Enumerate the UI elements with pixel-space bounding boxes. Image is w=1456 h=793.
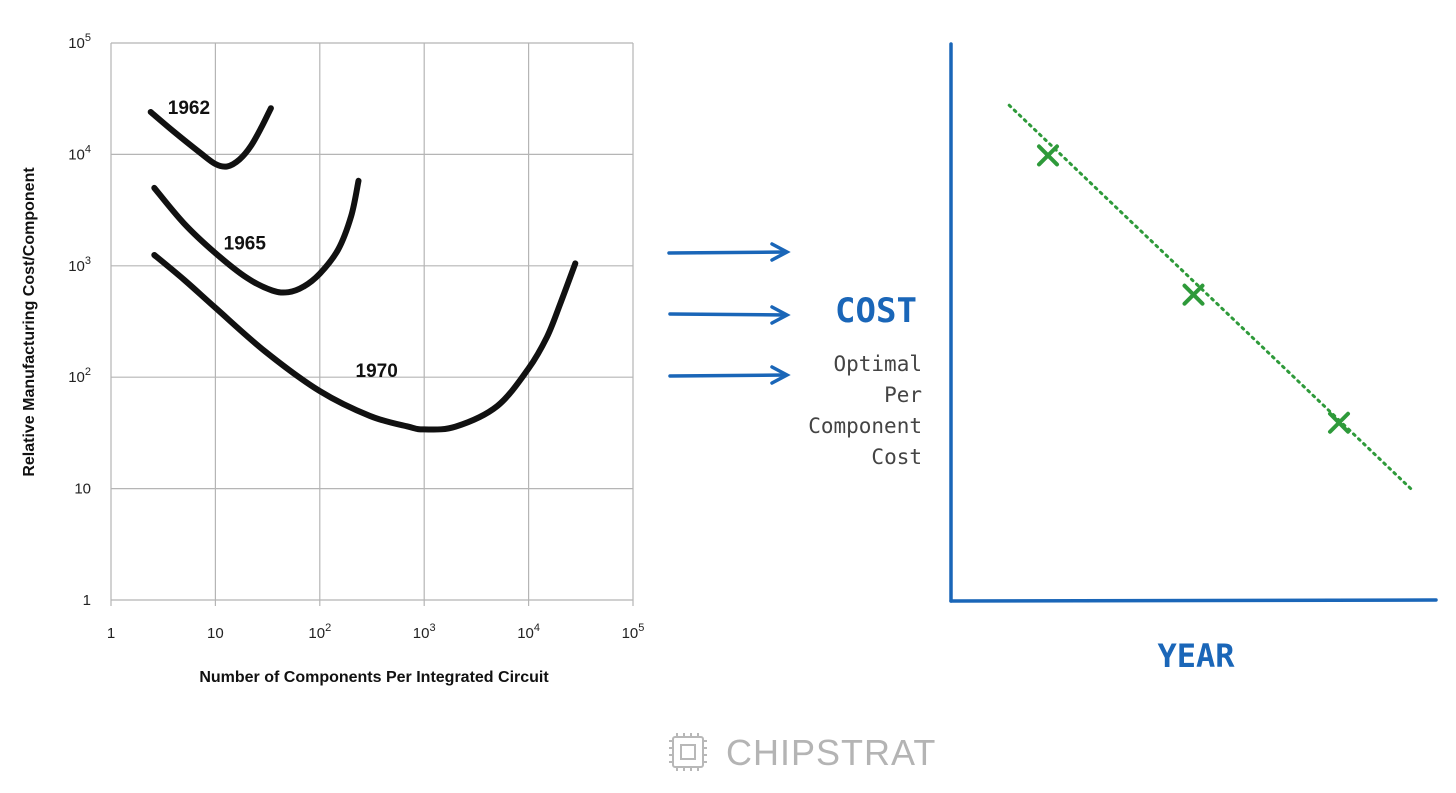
trend-dotted-line xyxy=(1007,103,1414,492)
brand-name: CHIPSTRAT xyxy=(726,732,936,773)
y-axis-title: Relative Manufacturing Cost/Component xyxy=(21,167,38,477)
curve-1970 xyxy=(151,252,579,433)
x-tick-label: 1 xyxy=(107,625,115,642)
x-tick-label: 105 xyxy=(622,622,645,642)
point-marker xyxy=(1328,411,1350,434)
y-tick-label: 105 xyxy=(68,32,91,52)
curve-label-1970: 1970 xyxy=(356,361,398,382)
y-tick-label: 103 xyxy=(68,255,91,275)
x-tick-label: 104 xyxy=(517,622,540,642)
x-tick-label: 103 xyxy=(413,622,436,642)
note-line: Per xyxy=(884,383,922,407)
x-tick-labels: 1 10 102 103 104 105 xyxy=(107,622,645,642)
point-marker xyxy=(1182,283,1205,306)
x-axis-title: Number of Components Per Integrated Circ… xyxy=(199,669,549,686)
y-tick-label: 102 xyxy=(68,366,91,386)
x-tick-label: 102 xyxy=(308,622,331,642)
cost-axis-label: COST xyxy=(835,291,917,331)
curve-1962 xyxy=(147,105,274,170)
point-marker xyxy=(1037,144,1059,167)
cost-curve-chart: 1 10 102 103 104 105 1 10 102 103 104 105 1962 1965… xyxy=(21,32,644,686)
y-tick-label: 1 xyxy=(83,592,91,609)
arrows-group xyxy=(667,242,791,385)
curve-label-1962: 1962 xyxy=(168,98,210,119)
arrow-top xyxy=(667,242,791,262)
chipstrat-logo: CHIPSTRAT xyxy=(669,732,936,773)
curve-label-1965: 1965 xyxy=(224,234,267,255)
note-line: Cost xyxy=(871,445,922,469)
arrow-middle xyxy=(668,305,791,325)
arrow-bottom xyxy=(668,365,791,385)
data-points xyxy=(1037,144,1350,434)
cost-curves: 1962 1965 1970 xyxy=(147,98,579,433)
y-tick-label: 104 xyxy=(68,143,91,163)
x-axis-line xyxy=(949,598,1438,603)
x-tick-label: 10 xyxy=(207,625,224,642)
year-axis-label: YEAR xyxy=(1157,637,1235,675)
curve-1965 xyxy=(151,177,362,296)
cost-vs-year-chart: COST Optimal Per Component Cost YEAR xyxy=(808,42,1438,675)
chip-icon xyxy=(669,733,707,771)
note-line: Component xyxy=(808,414,922,438)
y-axis-note: Optimal Per Component Cost xyxy=(808,352,922,469)
y-tick-labels: 1 10 102 103 104 105 xyxy=(68,32,91,609)
note-line: Optimal xyxy=(833,352,922,376)
y-tick-label: 10 xyxy=(74,481,91,498)
trend-line xyxy=(1007,103,1414,492)
